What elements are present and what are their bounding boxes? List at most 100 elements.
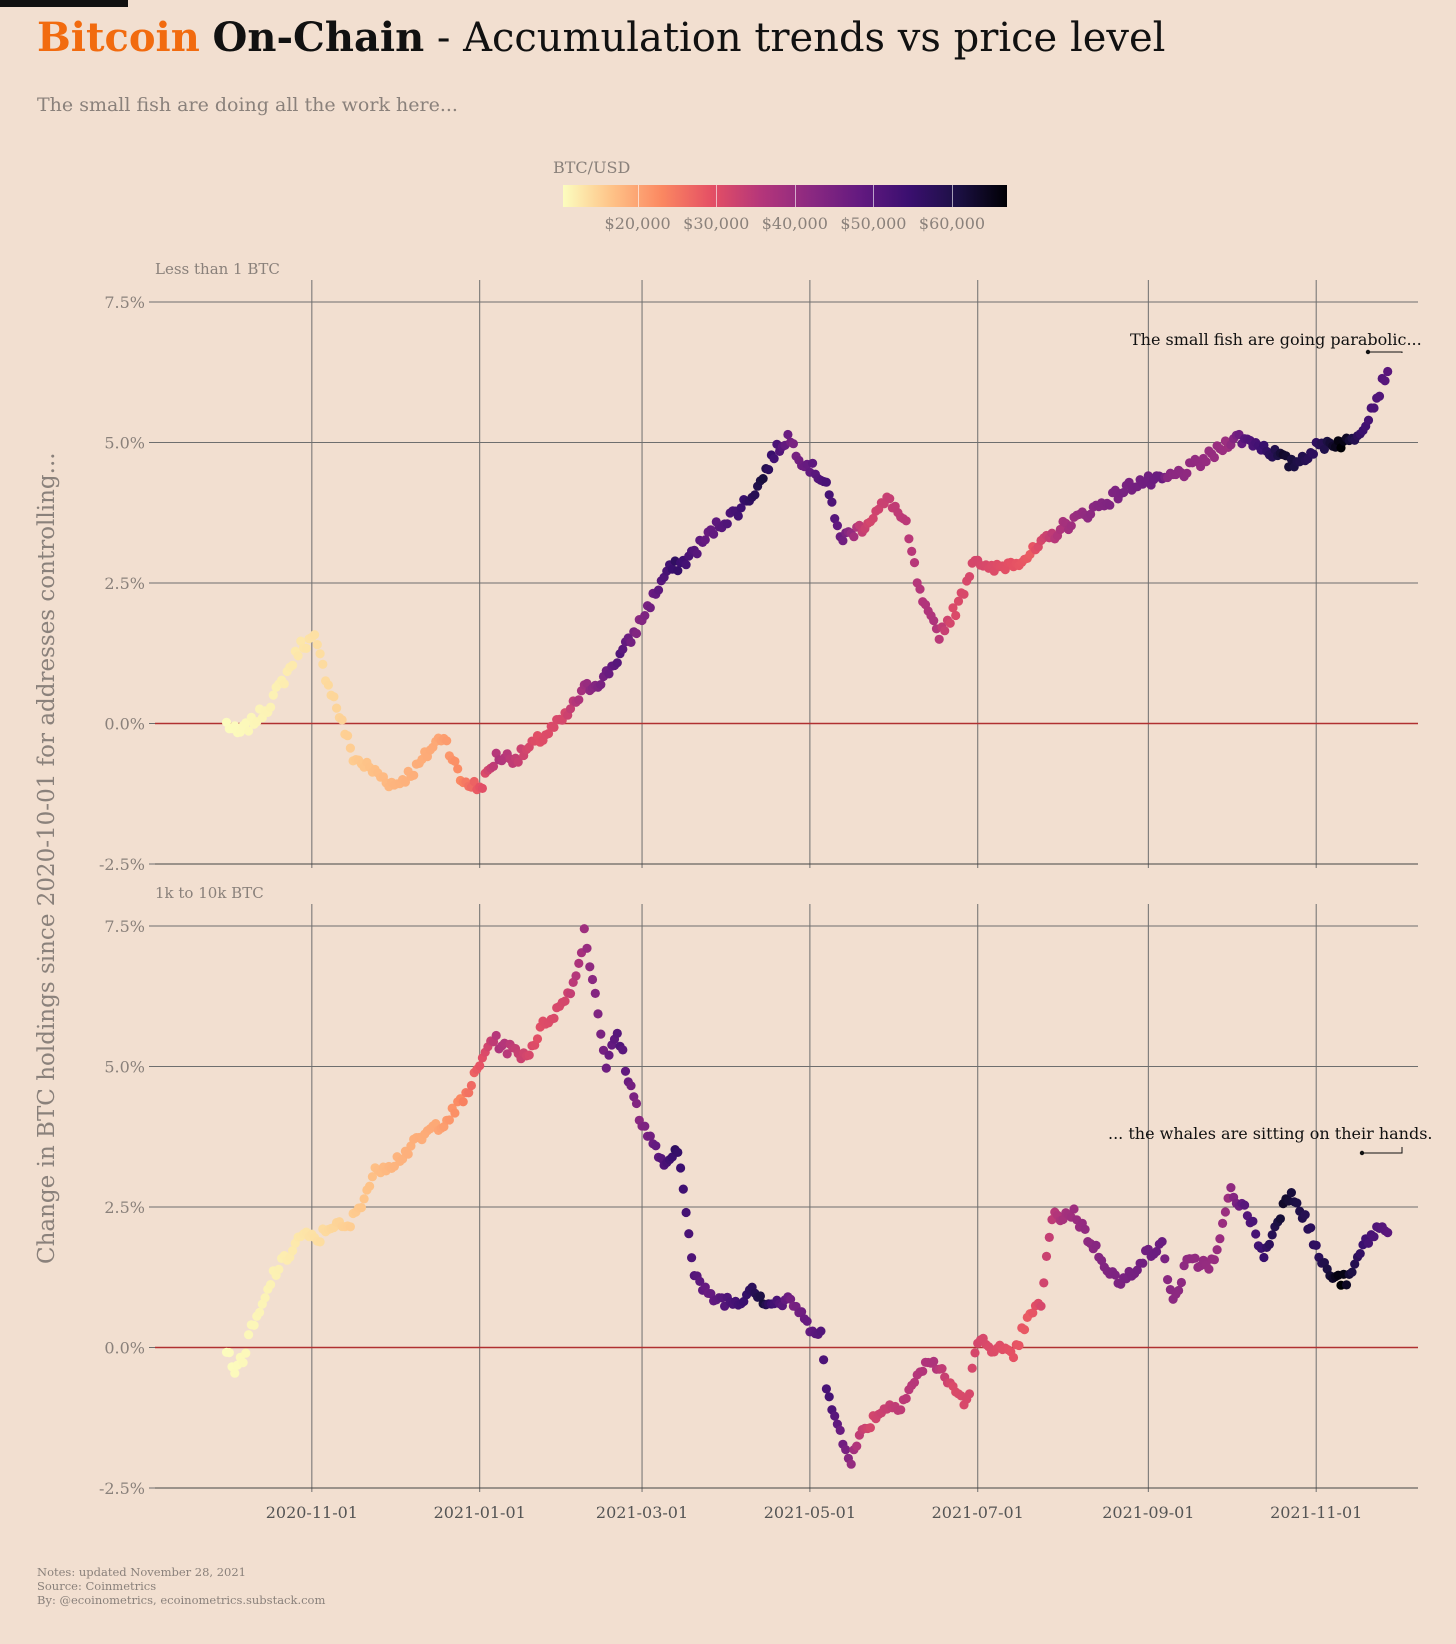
data-point	[450, 756, 460, 766]
annotation-text: ... the whales are sitting on their hand…	[1108, 1124, 1433, 1143]
data-point	[329, 692, 339, 702]
data-point	[249, 1320, 259, 1330]
data-point	[865, 1423, 876, 1433]
data-point	[315, 649, 325, 659]
x-tick-label: 2020-11-01	[266, 1503, 358, 1522]
x-tick-label: 2021-01-01	[434, 1503, 526, 1522]
data-point	[1039, 1278, 1049, 1288]
data-point	[645, 1131, 655, 1141]
data-point	[260, 1293, 270, 1303]
data-point	[1240, 1200, 1250, 1210]
data-point	[1251, 1229, 1261, 1239]
data-point	[244, 1330, 254, 1340]
data-point	[1380, 376, 1390, 386]
data-point	[543, 729, 554, 739]
data-point	[1383, 366, 1393, 377]
data-point	[1248, 1216, 1258, 1226]
data-point	[1215, 1234, 1225, 1244]
data-point	[604, 1050, 614, 1060]
data-point	[940, 626, 950, 636]
x-tick-label: 2021-09-01	[1102, 1503, 1194, 1522]
data-point	[1182, 468, 1192, 478]
data-point	[1209, 1255, 1219, 1265]
data-point	[830, 514, 840, 524]
title-description: - Accumulation trends vs price level	[424, 15, 1166, 61]
data-point	[450, 1108, 460, 1118]
data-point	[1091, 1240, 1101, 1250]
data-point	[1069, 1204, 1079, 1214]
data-point	[676, 1163, 686, 1173]
data-point	[970, 1348, 980, 1358]
data-point	[549, 722, 559, 733]
data-point	[1286, 1188, 1296, 1198]
data-point	[967, 1363, 977, 1373]
note-updated: Notes: updated November 28, 2021	[37, 1565, 246, 1579]
data-point	[948, 603, 958, 613]
data-point	[1341, 1280, 1352, 1290]
legend-label: $30,000	[683, 214, 750, 233]
data-point	[1369, 403, 1379, 413]
y-tick-label: 7.5%	[104, 917, 145, 936]
legend-label: $40,000	[761, 214, 828, 233]
data-point	[574, 958, 584, 969]
data-point	[901, 1393, 911, 1404]
data-point	[824, 490, 834, 500]
data-point	[695, 1276, 705, 1286]
data-point	[574, 695, 584, 705]
data-point	[673, 1147, 683, 1157]
data-point	[819, 1355, 829, 1365]
data-point	[345, 743, 355, 753]
data-point	[612, 1028, 622, 1038]
annotation-dot	[1359, 1150, 1365, 1156]
data-point	[640, 1121, 650, 1131]
title-bitcoin: Bitcoin	[37, 14, 200, 61]
legend-label: $60,000	[918, 214, 986, 233]
data-point	[929, 616, 939, 626]
data-point	[230, 1368, 240, 1378]
data-point	[1275, 1214, 1285, 1224]
data-point	[579, 924, 589, 934]
data-point	[700, 535, 710, 545]
x-tick-label: 2021-11-01	[1270, 1503, 1362, 1522]
data-point	[1209, 452, 1219, 463]
data-point	[288, 1246, 298, 1256]
data-point	[601, 1063, 611, 1073]
data-point	[620, 1066, 631, 1076]
data-point	[830, 1411, 840, 1421]
data-point	[315, 1237, 325, 1247]
data-point	[590, 988, 600, 999]
data-point	[571, 971, 581, 981]
data-point	[604, 669, 614, 679]
data-point	[1319, 444, 1329, 454]
legend-label: $20,000	[604, 214, 671, 233]
data-point	[1163, 1275, 1173, 1285]
data-point	[513, 757, 523, 767]
data-point	[802, 1316, 812, 1326]
data-point	[1201, 457, 1211, 467]
data-point	[1264, 1239, 1274, 1249]
data-point	[356, 1203, 366, 1213]
data-point	[934, 634, 944, 644]
data-point	[852, 1441, 862, 1451]
data-point	[491, 1030, 501, 1041]
data-point	[1363, 1238, 1374, 1248]
data-point	[1036, 1301, 1046, 1311]
data-point	[631, 628, 642, 639]
y-tick-label: 0.0%	[104, 715, 145, 734]
data-point	[596, 1029, 606, 1039]
data-point	[442, 736, 452, 746]
data-point	[1014, 1340, 1024, 1351]
data-point	[582, 943, 592, 953]
data-point	[1267, 1230, 1277, 1240]
annotation-dot	[1365, 349, 1371, 355]
data-point	[565, 989, 576, 999]
data-point	[560, 996, 570, 1006]
data-point	[318, 659, 328, 669]
data-point	[1028, 1308, 1038, 1318]
data-point	[238, 1358, 248, 1368]
data-point	[907, 546, 917, 557]
panel-title: 1k to 10k BTC	[155, 884, 264, 902]
data-point	[593, 1009, 603, 1019]
annotation-text: The small fish are going parabolic...	[1130, 330, 1422, 349]
data-point	[1044, 1232, 1054, 1242]
